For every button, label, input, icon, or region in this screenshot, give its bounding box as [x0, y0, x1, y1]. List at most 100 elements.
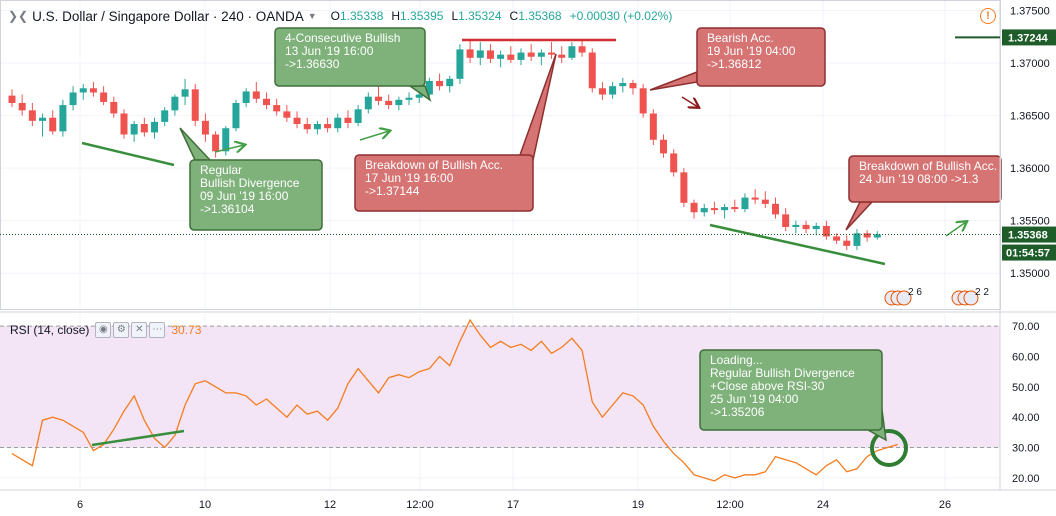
price-tick-label: 1.36000: [1010, 163, 1050, 175]
candle-body: [710, 208, 718, 211]
annotation-patch: [850, 157, 857, 164]
flag-icon: [896, 290, 912, 306]
candle-body: [283, 111, 291, 118]
annotation-text: 09 Jun '19 16:00: [200, 189, 289, 203]
candle-body: [242, 91, 250, 103]
candle-body: [161, 110, 169, 122]
annotation-text: 4-Consecutive Bullish: [285, 31, 400, 45]
price-tick-label: 1.35000: [1010, 268, 1050, 280]
close-icon[interactable]: ✕: [131, 322, 148, 338]
candle-body: [222, 128, 230, 152]
candle-body: [731, 207, 739, 210]
candle-body: [670, 153, 678, 173]
chevron-down-icon[interactable]: ▼: [307, 11, 317, 21]
annotation-bearish-acc: Bearish Acc.19 Jun '19 04:00->1.36812: [649, 27, 826, 91]
time-tick-label: 26: [939, 499, 951, 511]
indicator-label: RSI (14, close): [10, 323, 90, 337]
candle-body: [507, 54, 515, 60]
collapse-icon[interactable]: ❯❮: [8, 9, 29, 23]
annotation-pointer: [649, 70, 698, 91]
rsi-tick-label: 30.00: [1012, 443, 1040, 455]
bearish-arrow: [681, 96, 698, 107]
candle-body: [395, 99, 403, 106]
indicator-controls: ◉ ⚙ ✕ ⋯: [95, 322, 166, 338]
price-tick-label: 1.35500: [1010, 216, 1050, 228]
rsi-tick-label: 20.00: [1012, 473, 1040, 485]
event-badges[interactable]: 2 6 2 2: [884, 287, 989, 306]
candle-body: [700, 208, 708, 213]
annotation-text: 17 Jun '19 16:00: [365, 171, 454, 185]
indicator-value: 30.73: [171, 323, 202, 337]
price-axis[interactable]: 1.35000 1.35500 1.36000 1.36500 1.37000 1.375…: [1010, 6, 1050, 281]
candle-body: [578, 46, 586, 53]
drawings: [81, 38, 966, 467]
open-value: 1.35338: [339, 9, 384, 23]
candle-body: [772, 203, 779, 215]
annotation-text: Breakdown of Bullish Acc.: [859, 159, 997, 173]
candle-body: [812, 225, 820, 230]
annotation-text: 19 Jun '19 04:00: [707, 44, 796, 58]
rsi-axis[interactable]: 20.00 30.00 40.00 50.00 60.00 70.00: [1012, 321, 1040, 485]
ohlc-values: O1.35338 H1.35395 L1.35324 C1.35368: [331, 9, 562, 23]
candle-body: [873, 234, 881, 238]
candle-body: [8, 95, 16, 103]
price-tag-label: 1.37244: [1008, 32, 1049, 44]
candle-body: [741, 197, 749, 210]
candle-body: [486, 50, 494, 59]
annotation-patch: [191, 161, 198, 168]
candle-body: [273, 105, 281, 112]
rsi-tick-label: 40.00: [1012, 412, 1040, 424]
high-value: 1.35395: [400, 9, 444, 23]
price-tag: [1002, 29, 1056, 46]
bullish-arrow-3: [945, 222, 966, 237]
time-tick-label: 17: [507, 499, 519, 511]
alert-icon[interactable]: !: [980, 8, 996, 24]
candle-body: [802, 224, 810, 230]
candle-body: [660, 139, 668, 154]
candle-body: [751, 197, 759, 200]
candle-body: [588, 52, 596, 89]
time-axis[interactable]: 6 10 12 12:00 17 19 12:00 24 26: [77, 499, 951, 511]
candle-body: [181, 89, 189, 97]
indicator-legend[interactable]: RSI (14, close) ◉ ⚙ ✕ ⋯ 30.73: [10, 322, 201, 338]
low-label: L: [451, 9, 459, 23]
bullish-arrow-2: [359, 131, 389, 141]
candle-body: [527, 52, 535, 57]
gear-icon[interactable]: ⚙: [113, 322, 130, 338]
candle-body: [313, 124, 321, 130]
divergence-trendline-price-2: [709, 223, 886, 266]
candle-body: [171, 96, 179, 111]
event-count: 2 6: [908, 287, 922, 298]
annotation-text: Loading...: [710, 353, 763, 367]
candle-body: [792, 224, 800, 227]
candle-body: [28, 110, 36, 121]
candle-body: [497, 54, 505, 59]
time-tick-label: 12:00: [716, 499, 744, 511]
close-value: 1.35368: [518, 9, 562, 23]
candle-body: [374, 96, 382, 101]
more-icon[interactable]: ⋯: [149, 322, 166, 338]
candle-body: [324, 124, 332, 129]
candle-body: [629, 83, 637, 89]
divergence-trendline-rsi: [91, 429, 185, 447]
price-tick-label: 1.36500: [1010, 111, 1050, 123]
price-tag-label: 1.35368: [1008, 230, 1048, 242]
annotation-text: ->1.35206: [710, 405, 765, 419]
candle-body: [232, 102, 240, 129]
candle-body: [782, 214, 790, 227]
symbol-title[interactable]: U.S. Dollar / Singapore Dollar · 240 · O…: [32, 8, 304, 24]
annotation-patch: [276, 29, 283, 36]
annotation-box: [354, 154, 534, 212]
candle-body: [191, 89, 199, 121]
candle-body: [415, 94, 423, 98]
annotation-patch: [698, 29, 705, 36]
candle-body: [690, 202, 698, 213]
time-tick-label: 12:00: [406, 499, 434, 511]
change-value: +0.00030 (+0.02%): [569, 9, 673, 23]
annotation-text: 25 Jun '19 04:00: [710, 392, 799, 406]
eye-icon[interactable]: ◉: [95, 322, 112, 338]
price-tags: 1.37244 1.35368 01:54:57: [0, 29, 1056, 261]
